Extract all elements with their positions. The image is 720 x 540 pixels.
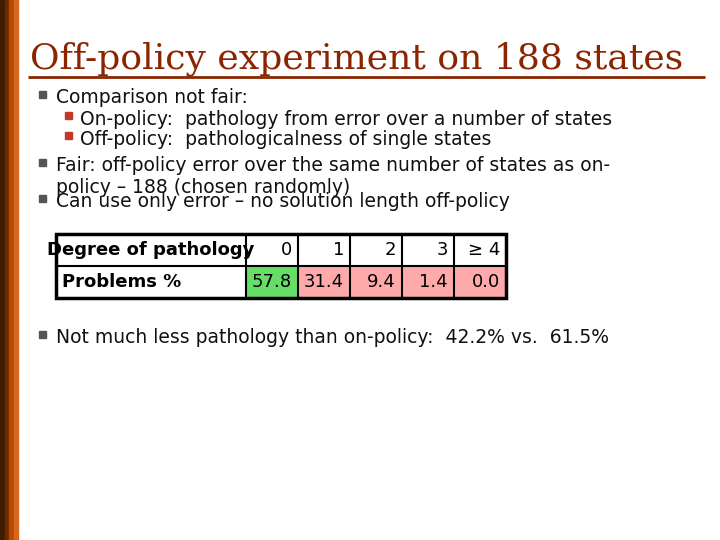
- Text: Off-policy experiment on 188 states: Off-policy experiment on 188 states: [30, 42, 683, 77]
- Bar: [298, 266, 350, 298]
- Text: Degree of pathology: Degree of pathology: [48, 241, 255, 259]
- Bar: [38, 159, 45, 165]
- Text: 9.4: 9.4: [367, 273, 396, 291]
- Text: Problems %: Problems %: [62, 273, 181, 291]
- Text: Not much less pathology than on-policy:  42.2% vs.  61.5%: Not much less pathology than on-policy: …: [56, 328, 609, 347]
- Bar: [56, 234, 506, 298]
- Text: Comparison not fair:: Comparison not fair:: [56, 88, 248, 107]
- Text: 57.8: 57.8: [252, 273, 292, 291]
- Bar: [350, 266, 402, 298]
- Bar: [56, 234, 506, 298]
- Text: Can use only error – no solution length off-policy: Can use only error – no solution length …: [56, 192, 510, 211]
- Text: 2: 2: [384, 241, 396, 259]
- Text: 1: 1: [333, 241, 344, 259]
- Text: 31.4: 31.4: [304, 273, 344, 291]
- Bar: [65, 132, 71, 138]
- Bar: [38, 194, 45, 201]
- Bar: [9, 0, 14, 540]
- Text: On-policy:  pathology from error over a number of states: On-policy: pathology from error over a n…: [80, 110, 612, 129]
- Bar: [38, 91, 45, 98]
- Text: 0: 0: [281, 241, 292, 259]
- Text: Off-policy:  pathologicalness of single states: Off-policy: pathologicalness of single s…: [80, 130, 491, 149]
- Bar: [246, 266, 298, 298]
- Text: Fair: off-policy error over the same number of states as on-
policy – 188 (chose: Fair: off-policy error over the same num…: [56, 156, 610, 197]
- Bar: [0, 0, 4, 540]
- Text: 0.0: 0.0: [472, 273, 500, 291]
- Text: ≥ 4: ≥ 4: [467, 241, 500, 259]
- Text: 3: 3: [436, 241, 448, 259]
- Bar: [402, 266, 454, 298]
- Text: 1.4: 1.4: [419, 273, 448, 291]
- Bar: [65, 111, 71, 118]
- Bar: [14, 0, 18, 540]
- Bar: [38, 330, 45, 338]
- Bar: [4, 0, 9, 540]
- Bar: [454, 266, 506, 298]
